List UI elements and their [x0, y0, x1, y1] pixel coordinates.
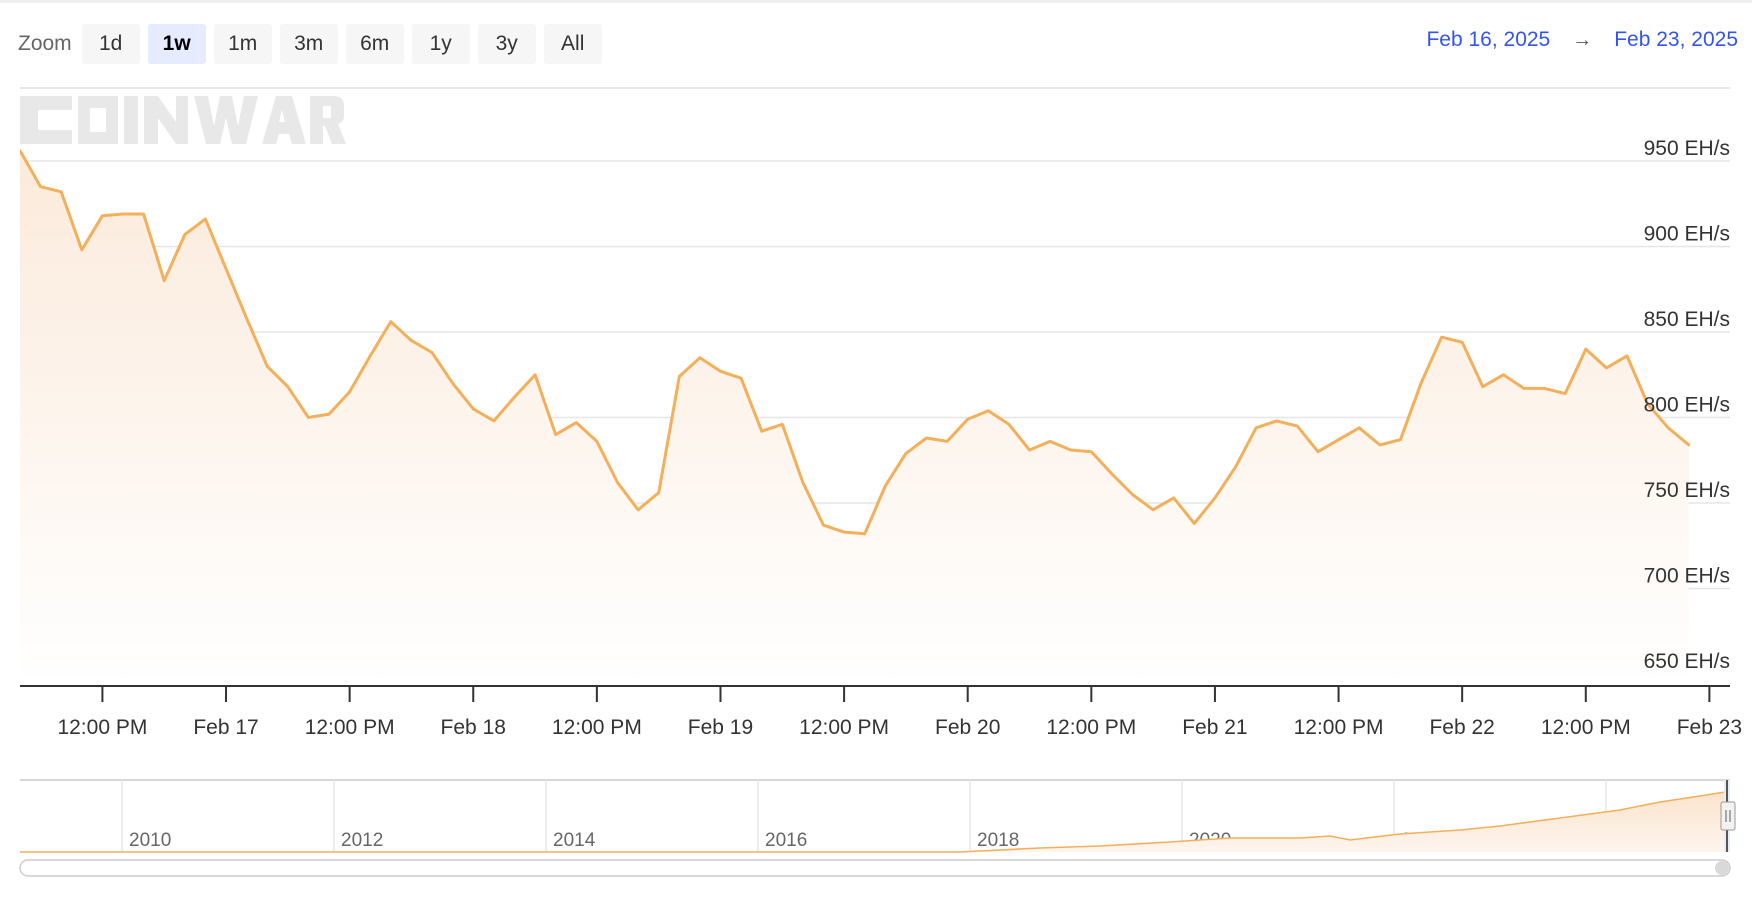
scrollbar[interactable]: [19, 859, 1731, 877]
scrollbar-track[interactable]: [19, 859, 1731, 877]
zoom-1d-button[interactable]: 1d: [81, 24, 140, 64]
y-tick-label: 950 EH/s: [1644, 137, 1730, 160]
zoom-1y-button[interactable]: 1y: [411, 24, 470, 64]
coinwarz-watermark-logo: [20, 96, 346, 144]
y-tick-label: 750 EH/s: [1644, 479, 1730, 502]
range-to-date[interactable]: Feb 23, 2025: [1614, 28, 1738, 51]
navigator-year-label: 2012: [341, 830, 383, 851]
x-tick-label: 12:00 PM: [552, 716, 642, 739]
scrollbar-thumb[interactable]: [1715, 861, 1729, 875]
zoom-1w-button[interactable]: 1w: [147, 24, 206, 64]
y-tick-label: 850 EH/s: [1644, 308, 1730, 331]
range-arrow-icon: →: [1572, 28, 1593, 51]
date-range: Feb 16, 2025 → Feb 23, 2025: [1426, 28, 1738, 52]
top-border: [0, 0, 1752, 3]
navigator-year-label: 2018: [977, 830, 1019, 851]
x-tick-label: 12:00 PM: [1046, 716, 1136, 739]
navigator-handle-icon[interactable]: [1720, 801, 1736, 831]
x-tick-label: Feb 19: [688, 716, 753, 739]
navigator-area: [20, 792, 1728, 852]
x-tick-label: Feb 21: [1182, 716, 1247, 739]
navigator[interactable]: 20102012201420162018202020222024: [20, 779, 1736, 853]
series-line: [20, 149, 1691, 536]
x-tick-label: Feb 23: [1677, 716, 1742, 739]
x-tick-label: 12:00 PM: [305, 716, 395, 739]
zoom-3y-button[interactable]: 3y: [477, 24, 536, 64]
range-from-date[interactable]: Feb 16, 2025: [1426, 28, 1551, 51]
zoom-all-button[interactable]: All: [543, 24, 602, 64]
y-tick-label: 650 EH/s: [1644, 650, 1730, 673]
navigator-year-label: 2010: [129, 830, 171, 851]
x-tick-label: 12:00 PM: [1541, 716, 1631, 739]
x-tick-label: 12:00 PM: [57, 716, 147, 739]
y-tick-label: 800 EH/s: [1644, 394, 1730, 417]
series-area: [20, 150, 1689, 686]
navigator-year-label: 2014: [553, 830, 596, 851]
zoom-3m-button[interactable]: 3m: [279, 24, 338, 64]
zoom-label: Zoom: [18, 32, 72, 55]
x-tick-label: Feb 17: [193, 716, 258, 739]
y-axis-ticks: 650 EH/s 700 EH/s 750 EH/s 800 EH/s 850 EH/s…: [1644, 137, 1730, 673]
x-tick-label: Feb 18: [441, 716, 506, 739]
x-tick-label: Feb 20: [935, 716, 1000, 739]
zoom-1m-button[interactable]: 1m: [213, 24, 272, 64]
zoom-toolbar: Zoom 1d 1w 1m 3m 6m 1y 3y All: [18, 24, 610, 64]
x-tick-label: 12:00 PM: [1294, 716, 1384, 739]
navigator-line: [20, 791, 1726, 853]
x-tick-label: 12:00 PM: [799, 716, 889, 739]
x-axis-ticks: 12:00 PM Feb 17 12:00 PM Feb 18 12:00 PM Feb …: [57, 686, 1742, 739]
y-tick-label: 900 EH/s: [1644, 223, 1730, 246]
zoom-6m-button[interactable]: 6m: [345, 24, 404, 64]
x-tick-label: Feb 22: [1429, 716, 1494, 739]
y-tick-label: 700 EH/s: [1644, 565, 1730, 588]
navigator-year-label: 2016: [765, 830, 807, 851]
